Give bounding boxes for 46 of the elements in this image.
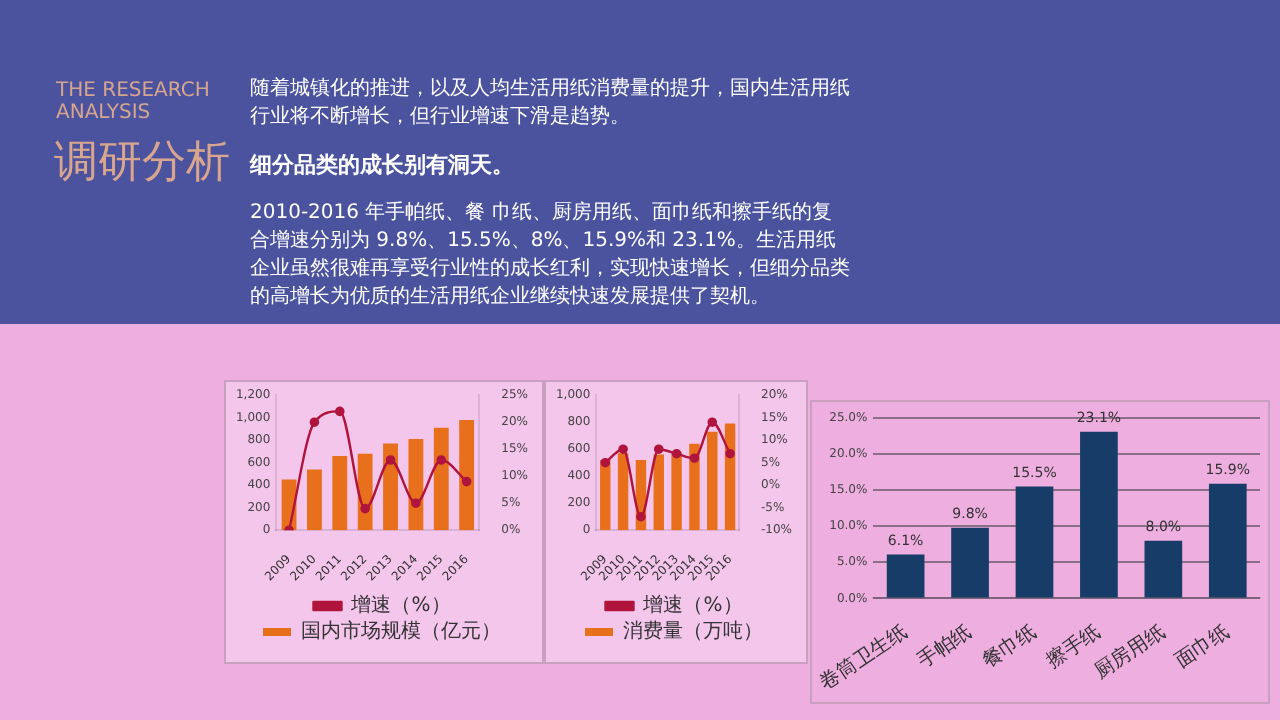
point bbox=[653, 444, 664, 455]
point bbox=[671, 448, 682, 459]
text: THE RESEARCH ANALYSIS bbox=[56, 80, 212, 124]
bar bbox=[383, 443, 398, 531]
bar bbox=[433, 427, 449, 531]
bar bbox=[707, 431, 718, 531]
legend-label: 国内市场规模（亿元） bbox=[301, 619, 501, 644]
x-tick-label: 手帕纸 bbox=[913, 619, 977, 674]
bar bbox=[617, 453, 629, 531]
bar bbox=[306, 469, 322, 531]
bar bbox=[724, 423, 736, 531]
bar bbox=[1015, 486, 1054, 598]
text: 随着城镇化的推进，以及人均生活用纸消费量的提升，国内生活用纸行业将不断增长，但行业增速下滑是趋势。 bbox=[250, 76, 850, 132]
bar bbox=[1144, 540, 1183, 598]
x-tick-label: 餐巾纸 bbox=[977, 619, 1041, 674]
x-tick-label: 面巾纸 bbox=[1170, 619, 1235, 674]
point bbox=[385, 455, 396, 465]
bar bbox=[671, 451, 682, 531]
bar bbox=[886, 554, 925, 598]
x-tick-label: 卷筒卫生纸 bbox=[815, 619, 912, 696]
bar bbox=[1208, 483, 1247, 598]
point bbox=[461, 476, 472, 487]
bar bbox=[689, 443, 700, 531]
legend-label: 增速（%） bbox=[641, 593, 743, 618]
bar bbox=[332, 455, 348, 531]
text: 2010-2016 年手帕纸、餐 巾纸、厨房用纸、面巾纸和擦手纸的复合增速分别为 9.8%、15.5%、8%、15.9%和 23.1%。生活用纸企业虽然很难再享受行业性的成长红利，实现快速增长，但细分品类的高增长为优质的生活用纸企业继续快速发展提供了契机。 bbox=[250, 200, 850, 312]
point bbox=[360, 503, 370, 514]
legend-label: 增速（%） bbox=[349, 593, 451, 618]
text: 细分品类的成长别有洞天。 bbox=[250, 152, 516, 180]
bar bbox=[1080, 431, 1118, 598]
point bbox=[309, 417, 320, 428]
bar bbox=[408, 439, 424, 531]
point bbox=[636, 511, 646, 522]
point bbox=[600, 457, 611, 468]
bar bbox=[653, 454, 664, 531]
legend-label: 消费量（万吨） bbox=[623, 619, 763, 644]
point bbox=[707, 417, 718, 428]
bar bbox=[951, 527, 989, 598]
point bbox=[689, 453, 700, 464]
point bbox=[618, 444, 628, 455]
text: 调研分析 bbox=[54, 136, 230, 192]
point bbox=[334, 406, 345, 417]
point bbox=[725, 448, 735, 459]
point bbox=[436, 455, 447, 465]
bar bbox=[459, 419, 475, 531]
point bbox=[411, 498, 421, 509]
